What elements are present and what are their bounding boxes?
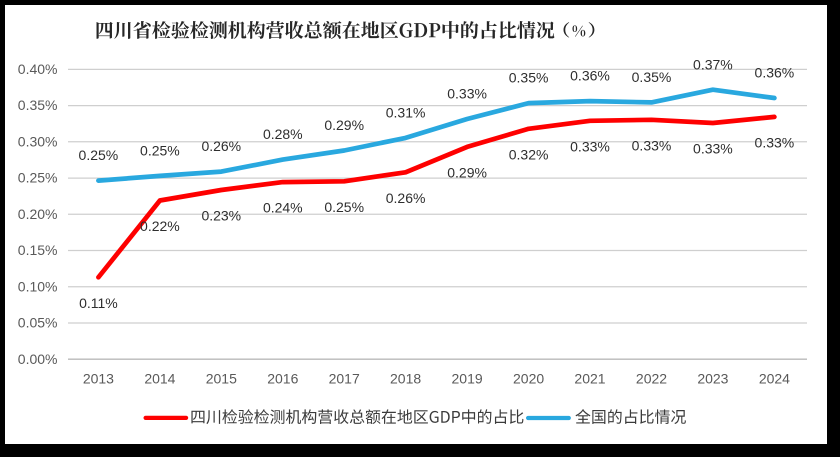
svg-text:0.29%: 0.29% [447, 165, 487, 181]
svg-text:2014: 2014 [144, 371, 175, 387]
svg-text:2018: 2018 [390, 371, 421, 387]
svg-text:0.26%: 0.26% [201, 138, 241, 154]
svg-text:2017: 2017 [329, 371, 360, 387]
svg-text:0.40%: 0.40% [18, 61, 58, 77]
svg-text:0.36%: 0.36% [570, 68, 610, 84]
svg-text:0.35%: 0.35% [509, 70, 549, 86]
svg-text:0.35%: 0.35% [18, 97, 58, 113]
svg-text:0.15%: 0.15% [18, 242, 58, 258]
svg-text:0.10%: 0.10% [18, 278, 58, 294]
svg-text:0.35%: 0.35% [632, 69, 672, 85]
svg-text:0.32%: 0.32% [509, 146, 549, 162]
svg-text:0.23%: 0.23% [201, 208, 241, 224]
svg-text:2019: 2019 [452, 371, 483, 387]
svg-text:2024: 2024 [759, 371, 790, 387]
svg-text:2020: 2020 [513, 371, 544, 387]
svg-text:0.33%: 0.33% [570, 138, 610, 154]
svg-text:0.25%: 0.25% [79, 147, 119, 163]
svg-text:2021: 2021 [574, 371, 605, 387]
svg-text:2023: 2023 [697, 371, 728, 387]
svg-text:0.36%: 0.36% [755, 65, 795, 81]
svg-text:2015: 2015 [206, 371, 237, 387]
svg-text:0.33%: 0.33% [632, 137, 672, 153]
svg-text:0.22%: 0.22% [140, 218, 180, 234]
svg-text:0.37%: 0.37% [693, 56, 733, 72]
svg-text:0.30%: 0.30% [18, 133, 58, 149]
svg-text:0.25%: 0.25% [324, 199, 364, 215]
svg-text:0.25%: 0.25% [140, 143, 180, 159]
svg-text:0.00%: 0.00% [18, 351, 58, 367]
svg-text:2022: 2022 [636, 371, 667, 387]
svg-text:0.26%: 0.26% [386, 190, 426, 206]
svg-text:0.31%: 0.31% [386, 105, 426, 121]
svg-text:0.11%: 0.11% [79, 295, 118, 311]
svg-text:0.33%: 0.33% [693, 141, 733, 157]
svg-text:0.25%: 0.25% [18, 170, 58, 186]
svg-text:0.33%: 0.33% [755, 135, 795, 151]
svg-text:0.24%: 0.24% [263, 200, 303, 216]
svg-text:0.05%: 0.05% [18, 315, 58, 331]
svg-text:0.20%: 0.20% [18, 206, 58, 222]
svg-text:2016: 2016 [267, 371, 298, 387]
svg-text:0.29%: 0.29% [324, 117, 364, 133]
svg-text:0.28%: 0.28% [263, 126, 303, 142]
svg-text:0.33%: 0.33% [447, 86, 487, 102]
svg-text:2013: 2013 [83, 371, 114, 387]
